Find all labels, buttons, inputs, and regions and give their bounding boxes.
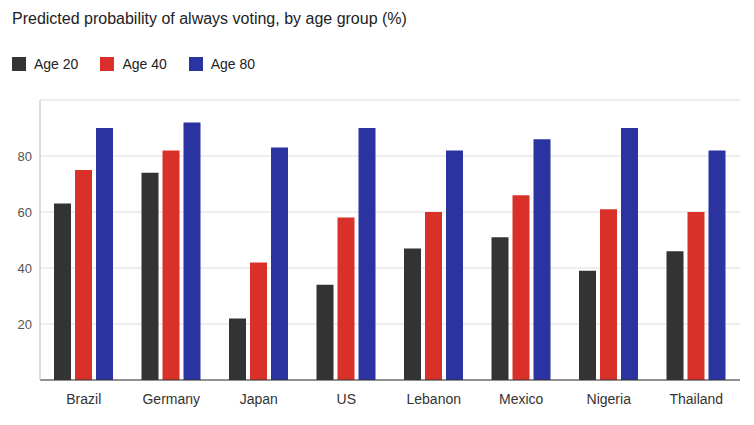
svg-text:60: 60 [18,205,32,220]
html-text:Age 40: Age 40 [122,56,167,72]
html-text:Age 80: Age 80 [210,56,256,72]
svg-text:Thailand: Thailand [669,391,723,407]
svg-text:US: US [337,391,356,407]
svg-text:Nigeria: Nigeria [587,391,632,407]
svg-text:80: 80 [18,149,32,164]
svg-text:20: 20 [18,317,32,332]
svg-text:Japan: Japan [240,391,278,407]
svg-text:Mexico: Mexico [499,391,544,407]
html-text:Age 20: Age 20 [34,56,79,72]
svg-text:Brazil: Brazil [66,391,101,407]
svg-text:Germany: Germany [142,391,200,407]
svg-text:Lebanon: Lebanon [406,391,461,407]
html-text:Predicted probability of alway: Predicted probability of always voting, … [12,10,407,27]
svg-text:40: 40 [18,261,32,276]
